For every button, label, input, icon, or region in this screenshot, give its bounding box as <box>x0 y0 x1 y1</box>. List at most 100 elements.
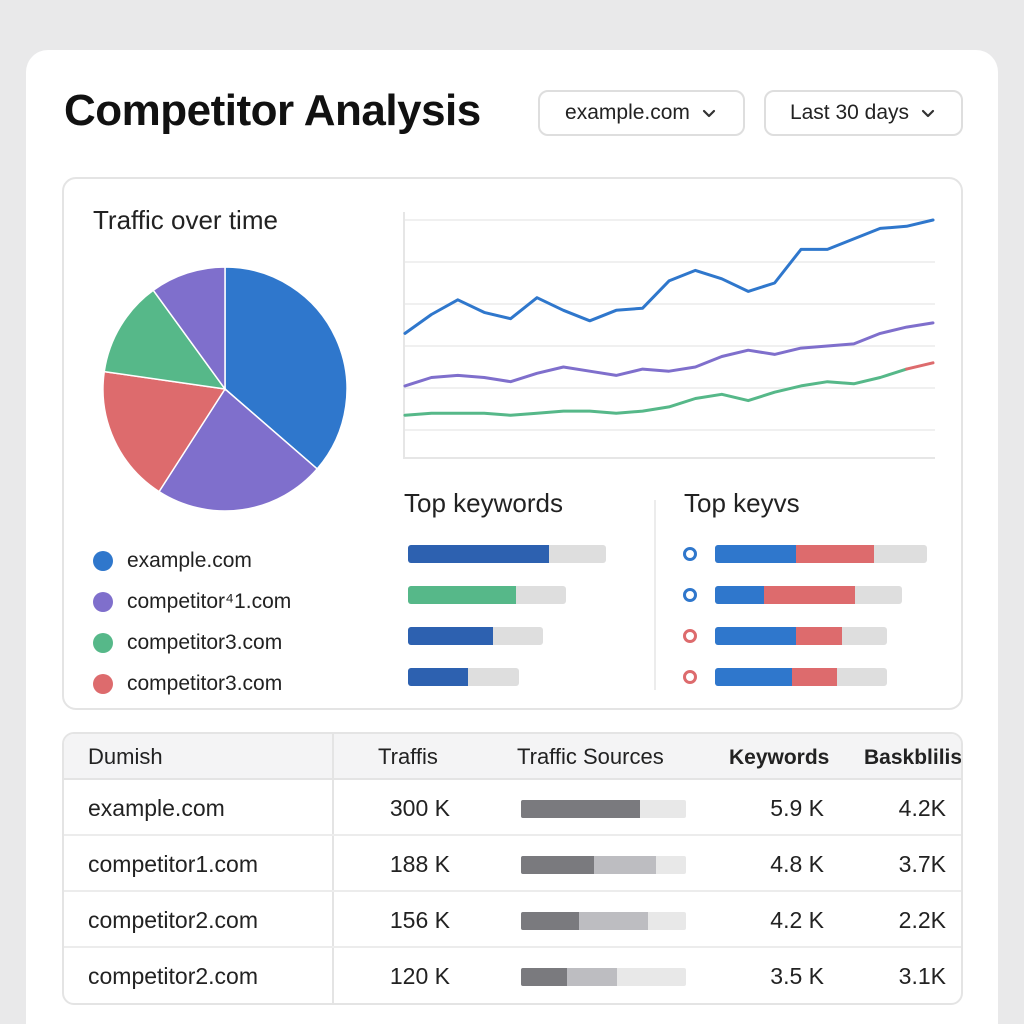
cell-domain: competitor2.com <box>88 907 259 933</box>
cell-backlinks: 2.2K <box>898 907 946 933</box>
keyword-bar-track <box>408 586 567 604</box>
column-header-keywords[interactable]: Keywords <box>729 746 830 769</box>
top-keywords-2-title: Top keyvs <box>684 488 800 518</box>
cell-keywords: 4.8 K <box>770 851 824 877</box>
top-keywords-bars <box>408 545 606 709</box>
table-row[interactable]: competitor2.com 120 K 3.5 K 3.1K <box>64 948 961 1003</box>
legend-label: example.com <box>127 548 252 572</box>
table-row[interactable]: competitor1.com 188 K 4.8 K 3.7K <box>64 836 961 892</box>
keyword-compare-track <box>715 586 902 604</box>
source-segment-secondary <box>593 856 657 874</box>
domain-select-value: example.com <box>565 101 690 124</box>
segment-red <box>763 586 855 604</box>
source-segment-secondary <box>567 968 617 986</box>
keyword-compare-row[interactable] <box>683 586 927 627</box>
legend-item[interactable]: competitor3.com <box>93 663 291 704</box>
traffic-line-chart <box>403 212 935 459</box>
keyword-bar-fill <box>408 586 516 604</box>
keyword-compare-track <box>715 627 887 645</box>
series-line[interactable] <box>403 367 909 417</box>
legend-item[interactable]: example.com <box>93 540 291 581</box>
legend-dot <box>93 673 113 694</box>
keyword-bar-fill <box>408 627 493 645</box>
pie-slice[interactable] <box>158 387 319 512</box>
column-divider <box>332 734 334 778</box>
chevron-down-icon <box>702 109 716 118</box>
domain-select[interactable]: example.com <box>538 90 745 136</box>
source-segment-primary <box>521 856 594 874</box>
keyword-bar-track <box>408 627 543 645</box>
keyword-compare-track <box>715 668 887 686</box>
cell-domain: competitor2.com <box>88 963 259 989</box>
pie-slice[interactable] <box>152 266 226 392</box>
top-keywords-2-bars <box>683 545 927 709</box>
column-divider <box>332 892 334 946</box>
keyword-bar-row[interactable] <box>408 586 606 627</box>
traffic-share-pie-chart <box>102 266 348 512</box>
keyword-compare-row[interactable] <box>683 545 927 586</box>
chevron-down-icon <box>921 109 935 118</box>
status-ring-icon <box>683 588 697 602</box>
source-segment-primary <box>521 912 579 930</box>
keyword-bar-track <box>408 545 606 563</box>
pie-slice[interactable] <box>103 289 227 390</box>
segment-red <box>795 627 843 645</box>
status-ring-icon <box>683 629 697 643</box>
pie-slice[interactable] <box>224 266 348 470</box>
keyword-bar-row[interactable] <box>408 627 606 668</box>
series-line[interactable] <box>403 218 935 335</box>
legend-dot <box>93 550 113 571</box>
table-row[interactable]: competitor2.com 156 K 4.2 K 2.2K <box>64 892 961 948</box>
keyword-compare-row[interactable] <box>683 668 927 709</box>
source-segment-primary <box>521 800 640 818</box>
series-line[interactable] <box>403 321 935 388</box>
legend-item[interactable]: competitor⁴1.com <box>93 581 291 622</box>
keyword-bar-row[interactable] <box>408 668 606 709</box>
column-header-backlinks[interactable]: Baskblilis <box>864 746 963 769</box>
segment-blue <box>715 586 764 604</box>
segment-red <box>792 668 837 686</box>
traffic-over-time-title: Traffic over time <box>93 205 278 235</box>
cell-backlinks: 3.7K <box>898 851 946 877</box>
traffic-sources-bar <box>521 800 686 818</box>
keyword-bar-fill <box>408 668 468 686</box>
column-header-traffic-sources[interactable]: Traffic Sources <box>517 744 664 769</box>
pie-legend: example.com competitor⁴1.com competitor3… <box>93 540 291 704</box>
keyword-bar-fill <box>408 545 549 563</box>
pie-slice[interactable] <box>102 370 227 493</box>
cell-domain: example.com <box>88 795 225 821</box>
keyword-compare-track <box>715 545 927 563</box>
traffic-sources-bar <box>521 912 686 930</box>
legend-item[interactable]: competitor3.com <box>93 622 291 663</box>
legend-dot <box>93 632 113 653</box>
series-line-highlight[interactable] <box>905 361 935 371</box>
keyword-compare-row[interactable] <box>683 627 927 668</box>
segment-red <box>795 545 874 563</box>
date-range-select[interactable]: Last 30 days <box>764 90 963 136</box>
cell-backlinks: 3.1K <box>898 963 946 989</box>
column-header-traffic[interactable]: Traffis <box>378 744 438 769</box>
column-divider <box>332 780 334 834</box>
segment-blue <box>715 627 796 645</box>
source-segment-primary <box>521 968 568 986</box>
status-ring-icon <box>683 547 697 561</box>
segment-blue <box>715 545 796 563</box>
cell-traffic: 156 K <box>389 907 450 933</box>
column-divider <box>332 948 334 1003</box>
section-divider <box>654 500 656 690</box>
legend-label: competitor⁴1.com <box>127 589 292 613</box>
status-ring-icon <box>683 670 697 684</box>
traffic-sources-bar <box>521 968 686 986</box>
keyword-bar-row[interactable] <box>408 545 606 586</box>
legend-dot <box>93 591 113 612</box>
table-row[interactable]: example.com 300 K 5.9 K 4.2K <box>64 780 961 836</box>
segment-blue <box>715 668 793 686</box>
legend-label: competitor3.com <box>127 671 283 695</box>
source-segment-secondary <box>578 912 649 930</box>
cell-keywords: 3.5 K <box>770 963 824 989</box>
competitor-table: Dumish Traffis Traffic Sources Keywords … <box>62 732 963 1005</box>
keyword-bar-track <box>408 668 519 686</box>
table-header: Dumish Traffis Traffic Sources Keywords … <box>64 734 961 780</box>
cell-keywords: 4.2 K <box>770 907 824 933</box>
column-header-domain[interactable]: Dumish <box>88 744 163 769</box>
